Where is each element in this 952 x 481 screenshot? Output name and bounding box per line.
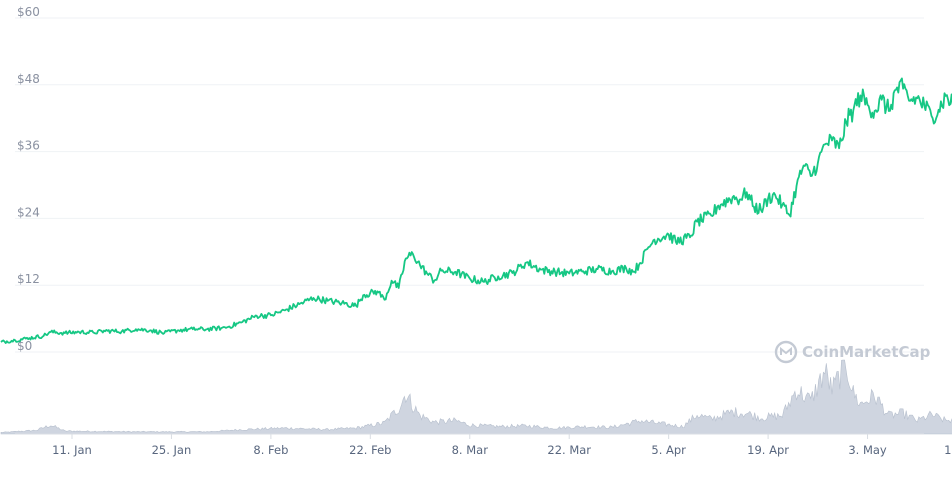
x-tick-label: 25. Jan [152, 443, 192, 457]
x-tick-label: 17. May [944, 443, 952, 457]
x-tick-label: 8. Feb [253, 443, 288, 457]
price-series [0, 77, 952, 344]
watermark: CoinMarketCap [774, 340, 931, 364]
y-tick-label: $48 [17, 72, 40, 86]
y-tick-label: $60 [17, 5, 40, 19]
x-tick-label: 22. Mar [547, 443, 591, 457]
x-tick-label: 5. Apr [651, 443, 686, 457]
y-tick-label: $12 [17, 272, 40, 286]
x-axis-ticks: 11. Jan 25. Jan 8. Feb 22. Feb 8. Mar 22. Mar… [15, 433, 952, 457]
price-line [0, 77, 952, 344]
x-tick-label: 3. May [848, 443, 887, 457]
x-tick-label: 11. Jan [52, 443, 92, 457]
y-tick-label: $36 [17, 139, 40, 153]
coinmarketcap-logo-icon [774, 340, 798, 364]
y-axis-ticks: $0 $12 $24 $36 $48 $60 [17, 5, 40, 353]
x-tick-label: 22. Feb [349, 443, 391, 457]
watermark-text: CoinMarketCap [802, 343, 931, 361]
volume-area [0, 359, 952, 435]
x-tick-label: 8. Mar [452, 443, 489, 457]
y-tick-label: $0 [17, 339, 32, 353]
volume-series [0, 359, 952, 435]
x-tick-label: 19. Apr [747, 443, 789, 457]
gridlines [15, 17, 924, 353]
y-tick-label: $24 [17, 205, 40, 219]
